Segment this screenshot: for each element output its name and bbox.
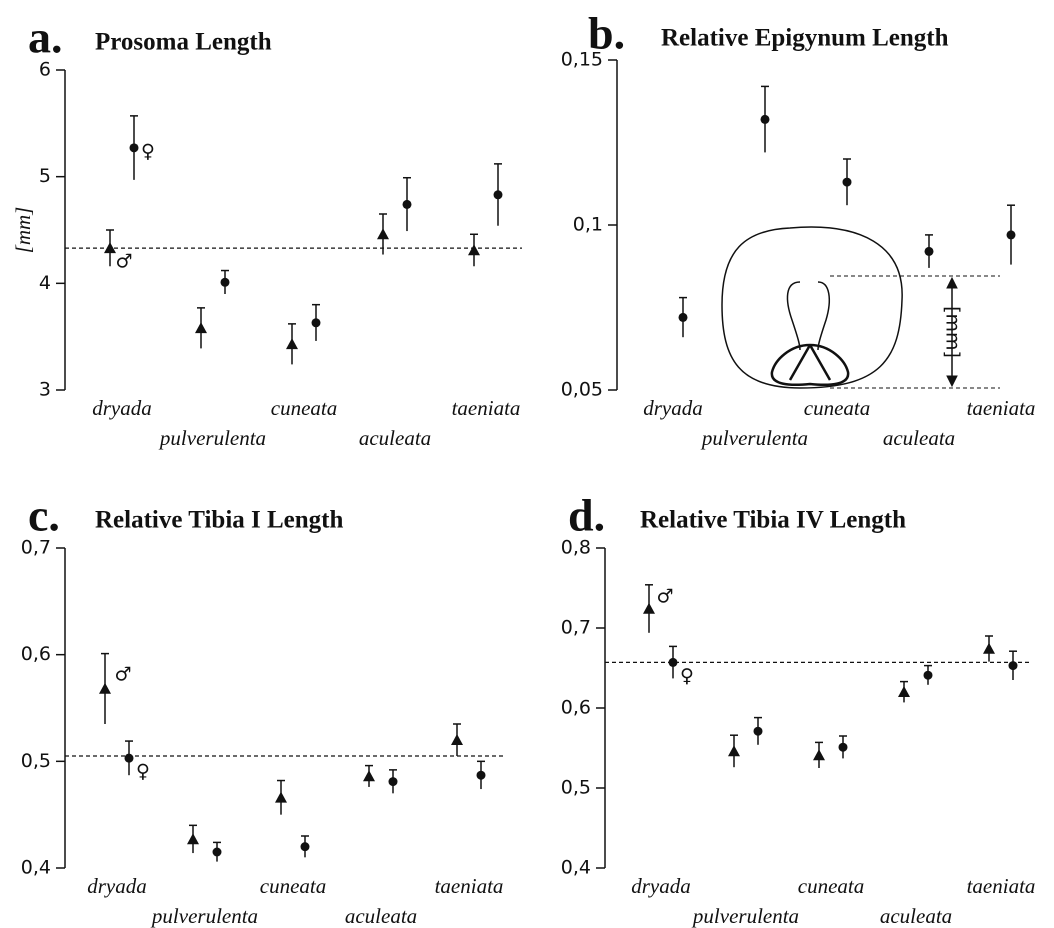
point <box>275 791 287 803</box>
y-tick-label: 0,4 <box>561 857 591 879</box>
point <box>363 770 375 782</box>
point <box>129 143 139 153</box>
y-tick-label: 3 <box>39 379 51 401</box>
x-category-label: taeniata <box>452 396 521 420</box>
point <box>898 686 910 697</box>
panel-letter: b. <box>588 8 625 59</box>
sex-symbol: ♀ <box>136 761 150 783</box>
x-category-label: dryada <box>87 874 147 898</box>
y-tick-label: 0,6 <box>561 697 591 719</box>
y-tick-label: 0,4 <box>21 857 51 879</box>
x-category-label: taeniata <box>967 396 1036 420</box>
chart-title: Relative Tibia IV Length <box>640 507 906 534</box>
y-tick-label: 5 <box>39 165 51 187</box>
x-category-label: pulverulenta <box>158 426 266 450</box>
point <box>838 742 848 752</box>
chart-title: Relative Epigynum Length <box>661 25 949 52</box>
point <box>813 749 825 761</box>
sex-symbol: ♀ <box>141 140 155 162</box>
x-category-label: pulverulenta <box>700 426 808 450</box>
point <box>678 312 688 322</box>
sex-symbol: ♂ <box>114 663 131 685</box>
point <box>451 734 463 745</box>
y-tick-label: 0,05 <box>561 379 603 401</box>
point <box>753 726 763 736</box>
point <box>983 642 995 654</box>
point <box>476 770 486 780</box>
x-category-label: dryada <box>631 874 691 898</box>
point <box>195 322 207 334</box>
panel-letter: d. <box>568 490 605 541</box>
y-tick-label: 4 <box>39 272 51 294</box>
point <box>728 745 740 757</box>
y-tick-label: 0,1 <box>573 214 603 236</box>
x-category-label: cuneata <box>798 874 864 898</box>
y-tick-label: 0,6 <box>21 643 51 665</box>
y-tick-label: 0,7 <box>561 617 591 639</box>
point <box>377 228 389 240</box>
point <box>187 833 199 845</box>
point <box>99 682 111 694</box>
point <box>643 602 655 614</box>
y-tick-label: 6 <box>39 59 51 81</box>
y-tick-label: 0,8 <box>561 537 591 559</box>
x-category-label: pulverulenta <box>691 904 799 928</box>
x-category-label: cuneata <box>804 396 870 420</box>
panel-letter: a. <box>28 12 63 63</box>
y-axis-label: [mm] <box>11 207 35 254</box>
point <box>468 244 480 256</box>
point <box>1006 230 1016 240</box>
point <box>300 842 310 852</box>
point <box>760 114 770 124</box>
point <box>402 199 412 209</box>
y-tick-label: 0,15 <box>561 49 603 71</box>
x-category-label: dryada <box>92 396 152 420</box>
chart-title: Prosoma Length <box>95 29 272 56</box>
x-category-label: taeniata <box>967 874 1036 898</box>
point <box>212 847 222 857</box>
point <box>668 657 678 667</box>
y-tick-label: 0,5 <box>21 750 51 772</box>
point <box>311 318 321 328</box>
x-category-label: aculeata <box>883 426 955 450</box>
point <box>286 338 298 350</box>
x-category-label: pulverulenta <box>150 904 258 928</box>
epigynum-inset <box>721 226 1000 389</box>
x-category-label: taeniata <box>435 874 504 898</box>
point <box>1008 661 1018 671</box>
x-category-label: aculeata <box>345 904 417 928</box>
x-category-label: cuneata <box>271 396 337 420</box>
point <box>493 190 503 200</box>
sex-symbol: ♂ <box>656 585 673 607</box>
sex-symbol: ♂ <box>115 251 132 273</box>
chart-title: Relative Tibia I Length <box>95 507 344 534</box>
point <box>220 277 230 287</box>
point <box>923 670 933 680</box>
x-category-label: aculeata <box>359 426 431 450</box>
point <box>104 242 116 254</box>
point <box>388 777 398 787</box>
sex-symbol: ♀ <box>680 665 694 687</box>
point <box>842 177 852 187</box>
x-category-label: cuneata <box>260 874 326 898</box>
panel-letter: c. <box>28 490 60 541</box>
y-tick-label: 0,7 <box>21 537 51 559</box>
x-category-label: aculeata <box>880 904 952 928</box>
point <box>924 246 934 256</box>
y-tick-label: 0,5 <box>561 777 591 799</box>
inset-label: [mm] <box>942 306 964 358</box>
point <box>124 753 134 763</box>
x-category-label: dryada <box>643 396 703 420</box>
